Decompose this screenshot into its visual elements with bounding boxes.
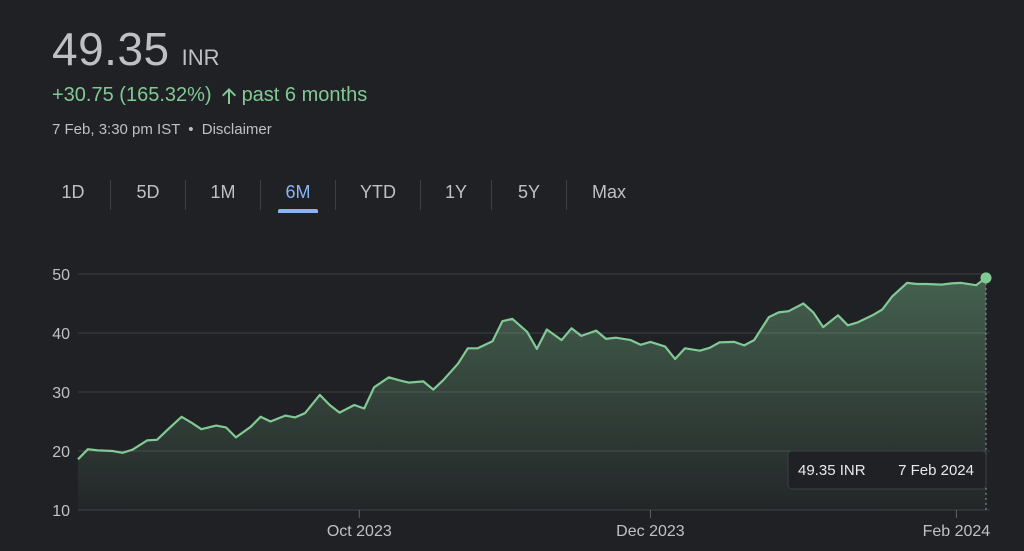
price-row: 49.35 INR [52,22,367,76]
tooltip-box [787,450,987,490]
arrow-up-icon [221,87,236,104]
tab-separator [420,179,421,210]
price-change: +30.75 (165.32%) past 6 months [52,84,367,107]
tab-1d[interactable]: 1D [61,182,85,202]
x-tick-label: Dec 2023 [616,523,685,540]
tab-separator [335,179,336,210]
y-tick-label: 50 [52,267,70,284]
change-value: +30.75 (165.32%) [52,84,212,106]
quote-meta: 7 Feb, 3:30 pm IST • Disclaimer [52,121,367,138]
tab-1m[interactable]: 1M [210,182,236,202]
price-area [78,277,986,510]
tab-5y[interactable]: 5Y [517,182,541,202]
quote-timestamp: 7 Feb, 3:30 pm IST [52,121,181,138]
tab-separator [491,179,492,210]
price-line [77,276,987,461]
disclaimer-link[interactable]: Disclaimer [201,121,272,138]
currency-label: INR [181,45,220,70]
hover-dot [980,272,992,284]
tab-max[interactable]: Max [591,182,626,202]
current-price: 49.35 [52,23,170,75]
quote-header: 49.35 INR +30.75 (165.32%) past 6 months… [52,22,367,138]
tooltip-value: 49.35 INR [798,462,866,479]
tab-separator [110,179,111,210]
x-tick-label: Feb 2024 [923,523,991,540]
tab-ytd[interactable]: YTD [360,182,396,202]
tab-1y[interactable]: 1Y [444,182,468,202]
tab-separator [185,179,186,210]
y-tick-label: 30 [52,385,70,402]
tooltip-date: 7 Feb 2024 [898,462,974,479]
y-tick-label: 10 [52,503,70,520]
tab-6m[interactable]: 6M [261,176,335,213]
change-period: past 6 months [241,84,368,106]
tab-5d[interactable]: 5D [136,182,160,202]
y-tick-label: 40 [52,326,70,343]
tab-separator [566,179,567,210]
range-tabs: 1D 5D 1M 6M YTD 1Y 5Y Max [36,176,651,213]
meta-separator: • [188,121,194,138]
x-tick-label: Oct 2023 [327,523,392,540]
y-tick-label: 20 [52,444,70,461]
